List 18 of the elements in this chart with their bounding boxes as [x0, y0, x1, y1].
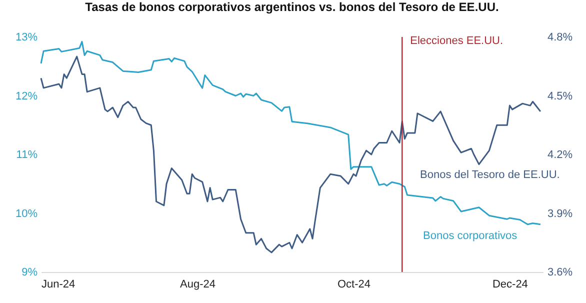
y-tick-label: 10%	[15, 208, 38, 220]
y2-tick-label: 3.9%	[548, 208, 573, 220]
ref-line-label: Elecciones EE.UU.	[410, 35, 504, 47]
y-tick-label: 11%	[16, 149, 38, 161]
x-tick-label: Aug-24	[180, 278, 216, 290]
x-tick-label: Oct-24	[337, 278, 370, 290]
chart-title: Tasas de bonos corporativos argentinos vs. bonos del Tesoro de EE.UU.	[85, 0, 499, 14]
y2-tick-label: 4.5%	[548, 90, 573, 102]
x-tick-label: Jun-24	[42, 278, 76, 290]
series-label: Bonos corporativos	[423, 230, 518, 242]
y-tick-label: 13%	[15, 32, 38, 44]
x-tick-label: Dec-24	[492, 278, 528, 290]
y-tick-label: 12%	[15, 90, 38, 102]
y2-tick-label: 4.2%	[548, 149, 573, 161]
y2-tick-label: 3.6%	[548, 266, 573, 278]
series-label: Bonos del Tesoro de EE.UU.	[420, 169, 560, 181]
y2-tick-label: 4.8%	[548, 32, 573, 44]
y-tick-label: 9%	[22, 266, 38, 278]
